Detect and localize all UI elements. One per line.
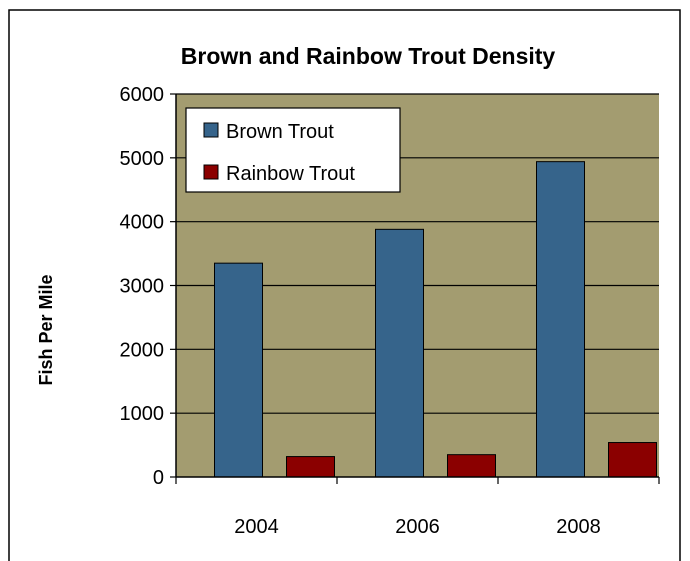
bar-brown-trout-2004: [214, 262, 263, 478]
legend: Brown Trout Rainbow Trout: [185, 107, 401, 193]
legend-swatch-rainbow-trout: [203, 164, 219, 180]
y-tick-label-5000: 5000: [120, 148, 165, 170]
bar-brown-trout-2008: [536, 161, 585, 478]
x-tick-label-2008: 2008: [556, 516, 601, 538]
y-tick-label-3000: 3000: [120, 276, 165, 298]
axes: [170, 93, 660, 484]
bar-rainbow-trout-2008: [608, 442, 657, 478]
x-tick-label-2006: 2006: [395, 516, 440, 538]
y-tick-label-0: 0: [153, 467, 164, 489]
legend-label-rainbow-trout: Rainbow Trout: [226, 163, 355, 185]
y-tick-label-6000: 6000: [120, 84, 165, 106]
chart-title: Brown and Rainbow Trout Density: [181, 43, 556, 69]
legend-swatch-brown-trout: [203, 122, 219, 138]
bar-brown-trout-2006: [375, 228, 424, 478]
y-tick-label-2000: 2000: [120, 339, 165, 361]
bar-rainbow-trout-2006: [447, 454, 496, 478]
x-tick-labels: 2004 2006 2008: [234, 516, 601, 538]
legend-label-brown-trout: Brown Trout: [226, 121, 334, 143]
y-tick-labels: 0 1000 2000 3000 4000 5000 6000: [120, 84, 165, 489]
y-tick-label-4000: 4000: [120, 212, 165, 234]
legend-box: [185, 107, 401, 193]
y-axis-label: Fish Per Mile: [36, 274, 56, 385]
y-tick-label-1000: 1000: [120, 403, 165, 425]
x-tick-label-2004: 2004: [234, 516, 279, 538]
bar-rainbow-trout-2004: [286, 456, 335, 478]
bars: [214, 161, 657, 478]
